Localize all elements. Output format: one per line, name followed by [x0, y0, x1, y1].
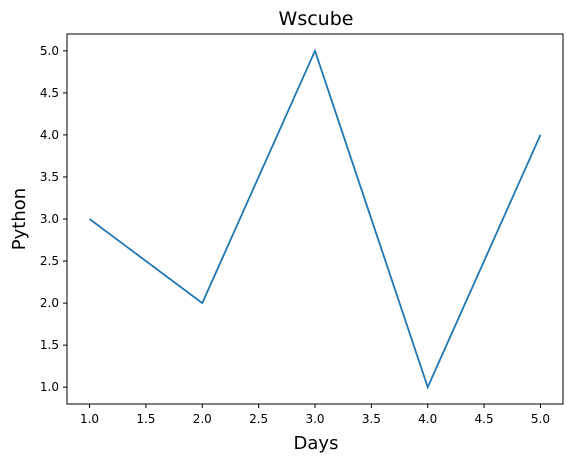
series-layer	[89, 48, 542, 390]
x-tick-label: 2.0	[193, 412, 212, 426]
y-tick-label: 1.5	[40, 338, 59, 352]
y-tick-label: 2.0	[40, 296, 59, 310]
x-tick-label: 1.5	[136, 412, 155, 426]
x-axis-title: Days	[294, 433, 339, 454]
x-tick-label: 3.0	[305, 412, 324, 426]
x-tick-label: 1.0	[80, 412, 99, 426]
x-tick-label: 2.5	[249, 412, 268, 426]
x-tick-label: 3.5	[362, 412, 381, 426]
y-axis-title: Python	[9, 188, 30, 250]
y-tick-label: 3.5	[40, 170, 59, 184]
chart-title: Wscube	[279, 8, 354, 30]
x-tick-label: 4.5	[475, 412, 494, 426]
y-tick-label: 1.0	[40, 380, 59, 394]
y-tick-label: 2.5	[40, 254, 59, 268]
y-tick-label: 5.0	[40, 44, 59, 58]
x-axis-ticks: 1.0 1.5 2.0 2.5 3.0 3.5 4.0 4.5 5.0	[80, 404, 550, 426]
y-tick-label: 3.0	[40, 212, 59, 226]
x-tick-label: 4.0	[418, 412, 437, 426]
y-tick-label: 4.5	[40, 86, 59, 100]
series-line	[89, 48, 542, 390]
y-tick-label: 4.0	[40, 128, 59, 142]
y-axis-ticks: 1.0 1.5 2.0 2.5 3.0 3.5 4.0 4.5 5.0	[40, 44, 67, 394]
x-tick-label: 5.0	[531, 412, 550, 426]
